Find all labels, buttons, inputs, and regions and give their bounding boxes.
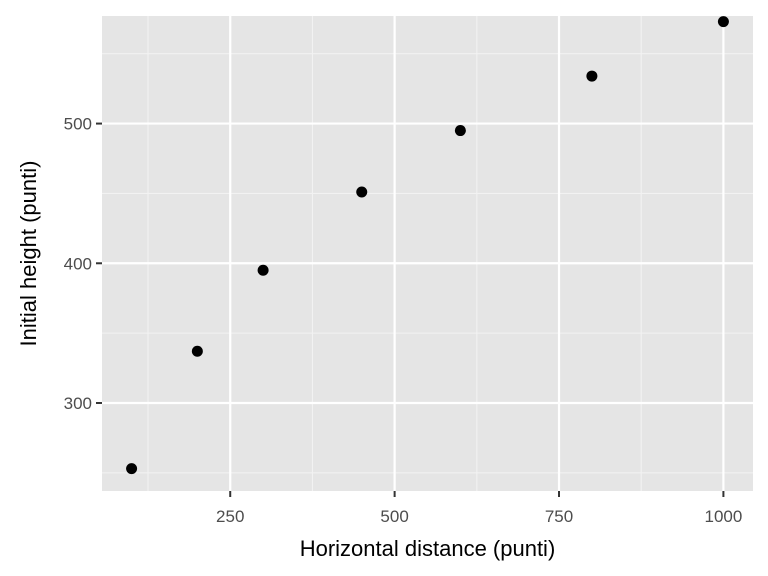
y-tick-label: 500: [64, 115, 92, 134]
data-point: [356, 186, 368, 198]
x-axis-title: Horizontal distance (punti): [300, 536, 556, 561]
y-tick-label: 400: [64, 254, 92, 273]
y-axis-title: Initial height (punti): [16, 161, 41, 347]
data-point: [586, 70, 598, 82]
data-point: [454, 125, 466, 137]
data-point: [126, 463, 138, 475]
x-tick-label: 500: [380, 507, 408, 526]
major-gridlines: [102, 16, 753, 491]
x-tick-labels: 250 500 750 1000: [216, 507, 742, 526]
plot-panel: [102, 16, 753, 491]
x-tick-label: 750: [545, 507, 573, 526]
data-points: [126, 16, 729, 475]
y-tick-label: 300: [64, 394, 92, 413]
x-tick-label: 1000: [704, 507, 742, 526]
data-point: [257, 264, 269, 276]
minor-gridlines: [102, 16, 753, 491]
y-tick-labels: 300 400 500: [64, 115, 92, 413]
x-tick-label: 250: [216, 507, 244, 526]
axis-ticks: [96, 122, 725, 497]
data-point: [191, 345, 203, 357]
data-point: [717, 16, 729, 28]
